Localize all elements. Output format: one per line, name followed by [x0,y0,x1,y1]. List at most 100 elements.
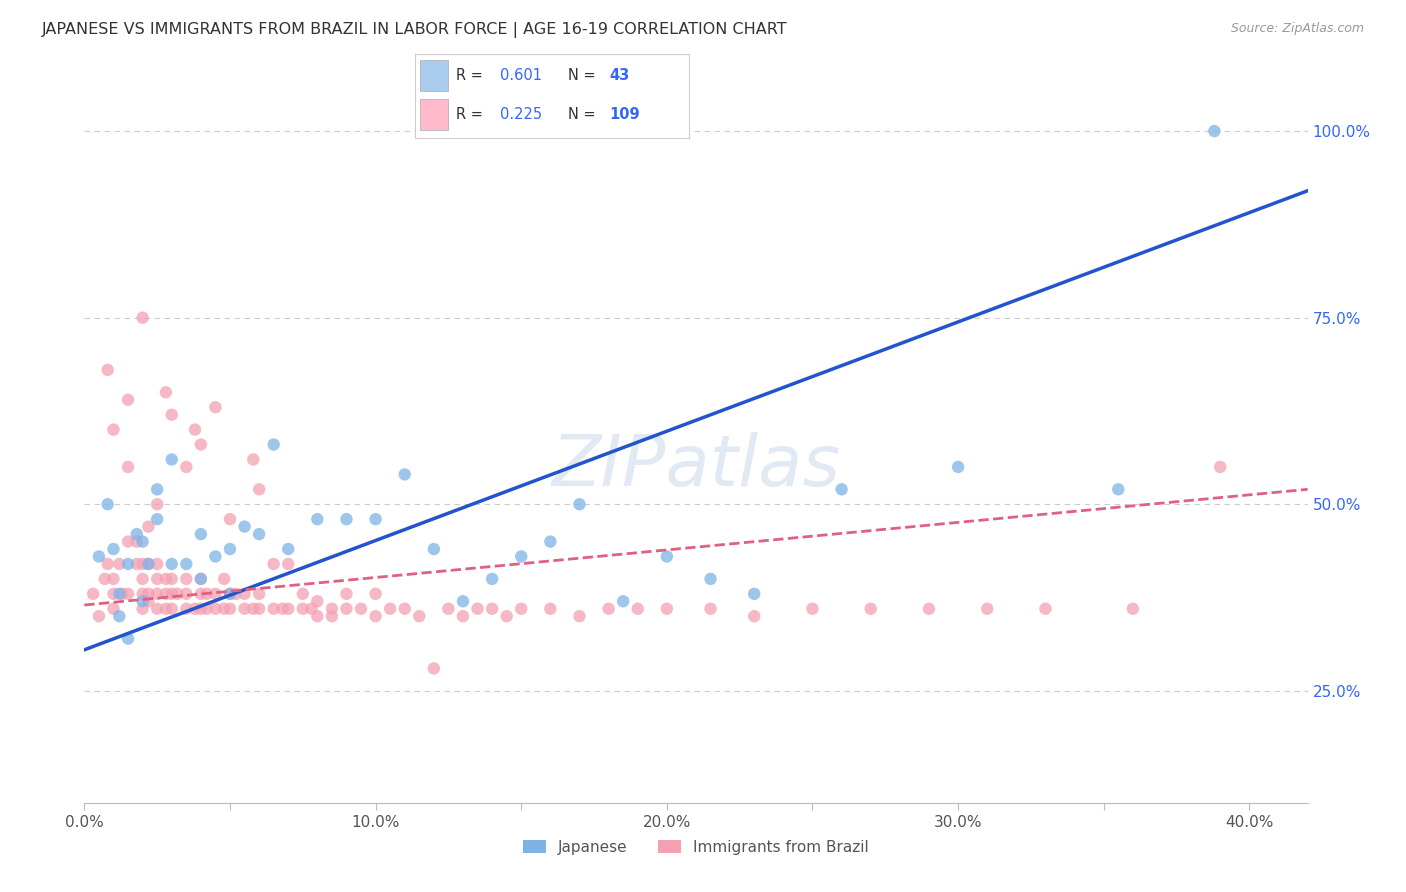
Point [174,601,197,615]
Point [117,587,139,601]
Point [160,408,183,422]
Point [976,601,998,615]
Point [364,512,387,526]
Point [146,512,169,526]
Text: 43: 43 [609,68,630,83]
Point [1209,459,1232,474]
Point [233,519,256,533]
Point [538,534,561,549]
Point [742,587,765,601]
Point [155,385,177,400]
Point [146,483,169,497]
Point [103,542,125,557]
Point [160,452,183,467]
Point [247,587,270,601]
Text: R =: R = [456,68,488,83]
Point [204,601,226,615]
Point [190,572,212,586]
Point [103,423,125,437]
Point [146,601,169,615]
Point [219,512,242,526]
Point [598,601,620,615]
Point [321,609,343,624]
Point [117,557,139,571]
Point [247,527,270,541]
Point [699,572,721,586]
Point [350,601,373,615]
Point [321,601,343,615]
Legend: Japanese, Immigrants from Brazil: Japanese, Immigrants from Brazil [517,834,875,861]
Point [160,587,183,601]
Point [467,601,489,615]
Point [138,519,160,533]
Point [1035,601,1057,615]
Point [451,609,474,624]
Point [190,587,212,601]
Point [699,601,721,615]
Point [291,587,314,601]
Point [160,572,183,586]
Point [97,557,120,571]
Point [160,601,183,615]
Point [174,459,197,474]
Point [263,601,285,615]
Point [108,587,131,601]
Point [174,587,197,601]
Point [166,587,188,601]
Point [277,601,299,615]
Point [277,557,299,571]
Point [510,601,533,615]
Point [103,601,125,615]
Point [131,534,153,549]
Point [125,557,148,571]
Point [212,572,235,586]
Point [408,609,430,624]
Point [263,437,285,451]
Point [437,601,460,615]
Point [233,601,256,615]
Point [364,587,387,601]
Bar [420,99,447,130]
Point [225,587,247,601]
Point [103,572,125,586]
Point [195,601,218,615]
Point [174,572,197,586]
Point [87,609,110,624]
Point [108,557,131,571]
Point [1204,124,1226,138]
Point [233,587,256,601]
Point [155,601,177,615]
Point [117,392,139,407]
Point [364,609,387,624]
Point [277,542,299,557]
Point [307,512,329,526]
Point [108,609,131,624]
Text: 0.225: 0.225 [499,107,541,122]
Point [742,609,765,624]
Point [219,542,242,557]
Point [138,594,160,608]
Point [481,601,503,615]
Point [125,534,148,549]
Point [131,594,153,608]
Text: Source: ZipAtlas.com: Source: ZipAtlas.com [1230,22,1364,36]
Point [97,363,120,377]
Point [271,601,294,615]
Text: N =: N = [568,107,600,122]
Point [423,661,446,675]
Point [335,512,357,526]
Point [155,572,177,586]
Point [291,601,314,615]
Point [138,557,160,571]
Point [307,609,329,624]
Point [451,594,474,608]
Text: ZIPatlas: ZIPatlas [551,432,841,500]
Point [510,549,533,564]
Point [190,527,212,541]
Point [138,557,160,571]
Bar [420,61,447,91]
Point [242,601,264,615]
Point [219,601,242,615]
Point [190,601,212,615]
Point [394,467,416,482]
